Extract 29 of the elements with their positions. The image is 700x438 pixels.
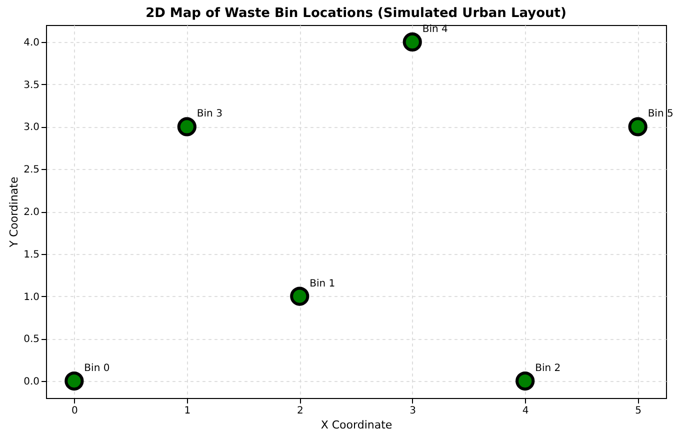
point [516,372,535,391]
x-tick-label: 1 [184,406,191,416]
y-tick-label: 2.5 [24,164,40,176]
y-tick-label: 4.0 [24,37,40,48]
annotation: Bin 5 [648,108,674,120]
y-tick-label: 3.0 [24,122,40,134]
annotation: Bin 0 [84,363,110,374]
y-tick-label: 1.5 [24,249,40,260]
y-tick-label: 3.5 [24,80,40,91]
point [628,117,648,136]
point [177,117,196,136]
annotation: Bin 1 [310,278,336,290]
x-tick-label: 3 [410,406,416,416]
annotation: Bin 3 [196,108,222,120]
annotation: Bin 2 [535,363,561,374]
y-tick-label: 1.0 [24,292,40,303]
x-tick-label: 5 [635,406,642,416]
y-axis-title: Y Coordinate [8,176,21,248]
x-tick-label: 0 [71,406,78,416]
x-axis-title: X Coordinate [320,418,392,432]
y-tick-label: 2.0 [24,207,40,218]
y-tick-label: 0.5 [24,334,40,346]
x-tick-label: 2 [296,406,304,416]
point [290,286,310,306]
point [64,372,84,391]
y-tick-label: 0.0 [24,376,40,388]
chart-title: 2D Map of Waste Bin Locations (Simulated Urban Layout) [146,6,566,21]
point [402,32,422,52]
x-tick-label: 4 [522,406,529,416]
